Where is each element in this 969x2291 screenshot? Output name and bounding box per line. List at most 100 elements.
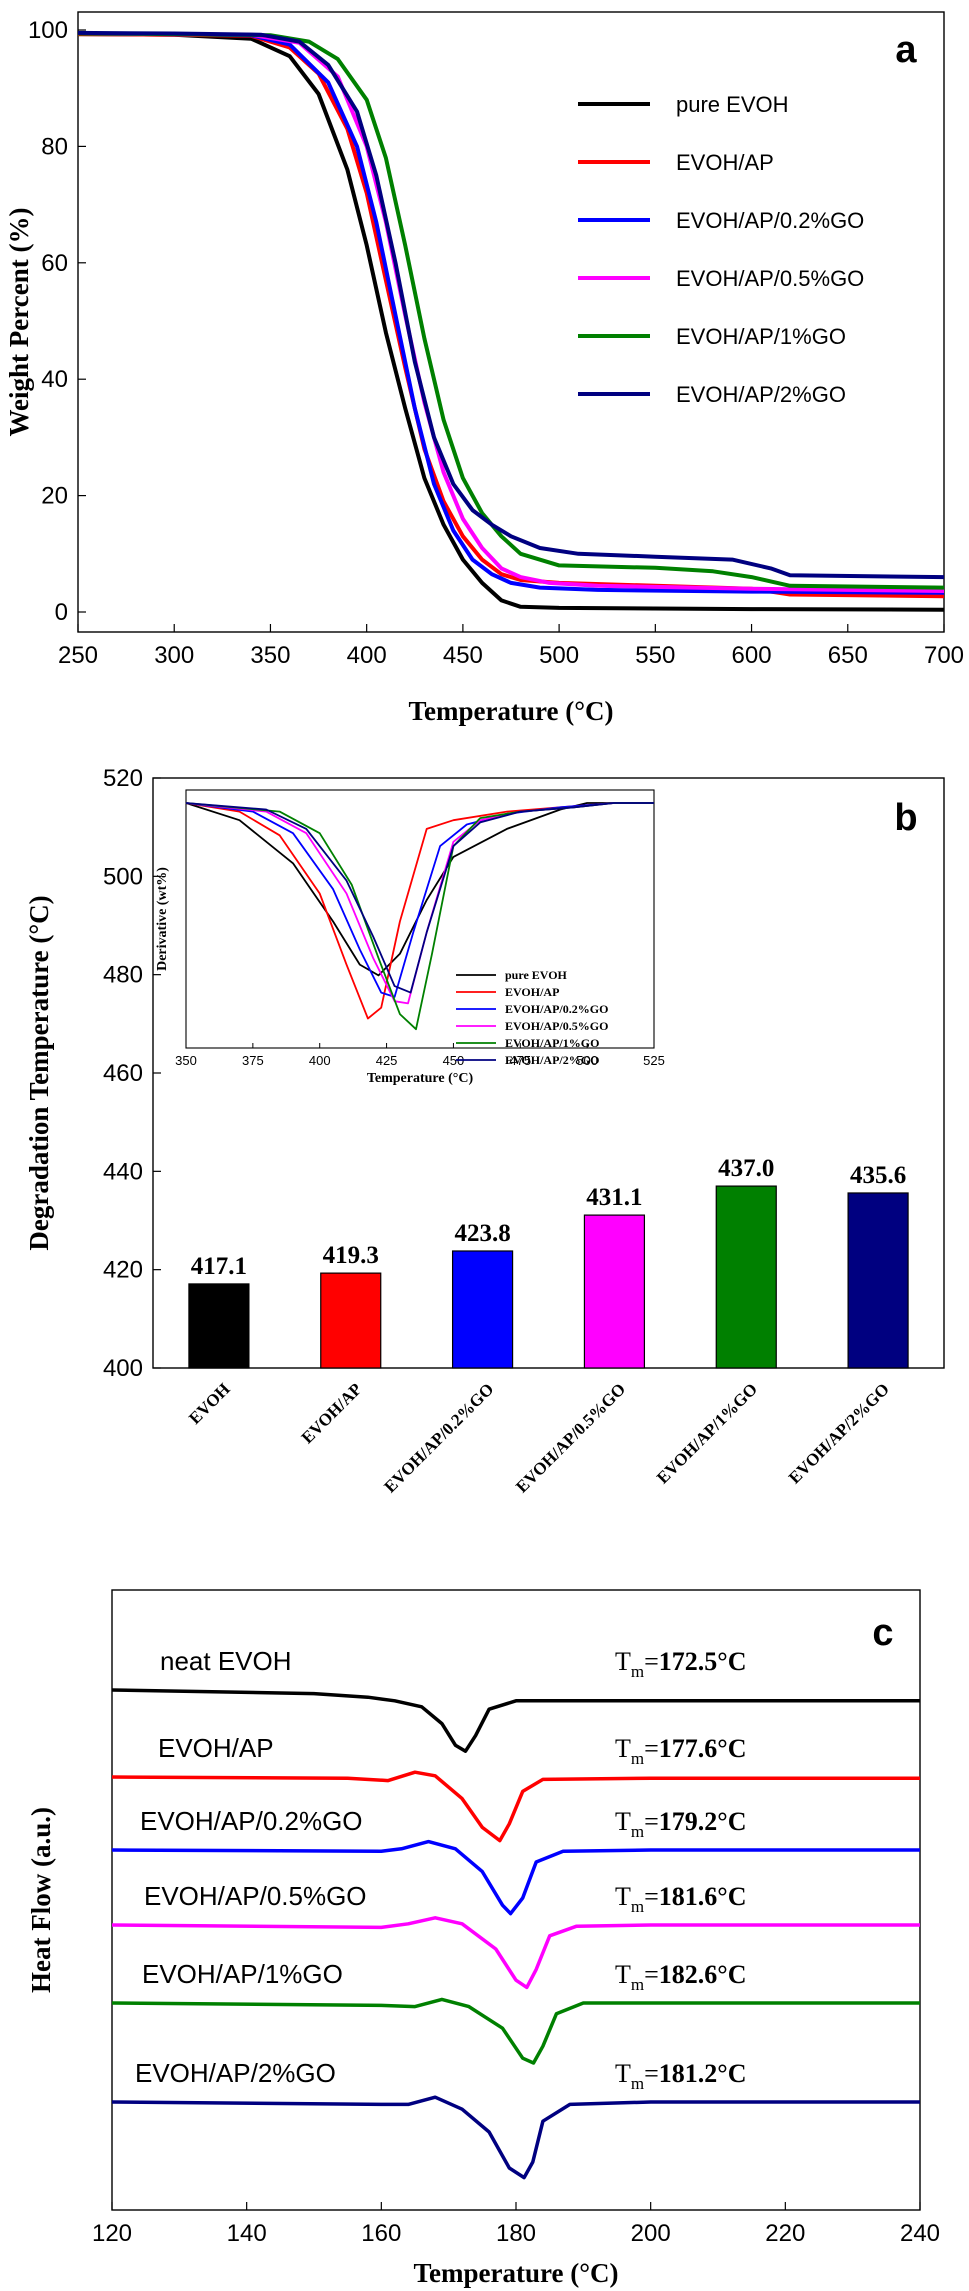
panel-c-x-tick-label: 120 xyxy=(92,2220,132,2247)
panel-a-x-tick-label: 450 xyxy=(443,642,483,669)
panel-b-y-tick-label: 400 xyxy=(103,1355,143,1382)
inset-line xyxy=(185,802,654,977)
panel-c-line xyxy=(111,1997,920,2065)
panel-a-x-tick-label: 600 xyxy=(732,642,772,669)
panel-a-line xyxy=(77,32,945,612)
panel-b-category-label: EVOH/AP/0.5%GO xyxy=(512,1379,629,1496)
inset-x-tick-label: 475 xyxy=(509,1053,531,1068)
panel-b-category-label: EVOH xyxy=(185,1379,234,1428)
inset-legend-label: EVOH/AP/2%GO xyxy=(505,1053,599,1067)
panel-a-x-tick-label: 700 xyxy=(924,642,964,669)
panel-a-x-tick-label: 300 xyxy=(154,642,194,669)
panel-b-bar xyxy=(320,1272,382,1369)
panel-b-y-tick-label: 420 xyxy=(103,1257,143,1284)
panel-c-line xyxy=(111,1688,920,1753)
panel-c-x-tick-label: 180 xyxy=(496,2220,536,2247)
panel-a-y-tick-label: 40 xyxy=(41,366,68,393)
panel-b-y-tick-label: 460 xyxy=(103,1060,143,1087)
panel-b-value-label: 431.1 xyxy=(586,1184,642,1211)
panel-a-line xyxy=(77,31,945,595)
inset-axes: 350 375 400 425 450 475 500 525 xyxy=(175,1043,665,1068)
inset-x-tick-label: 450 xyxy=(443,1053,465,1068)
panel-b-value-label: 437.0 xyxy=(718,1155,774,1182)
panel-b-bar xyxy=(451,1250,514,1369)
panel-c-tm-label: Tm=182.6°C xyxy=(615,1960,746,1994)
panel-b-category-label: EVOH/AP xyxy=(298,1379,366,1447)
panel-b-y-axis-label: Degradation Temperature (°C) xyxy=(24,895,54,1250)
panel-c-line xyxy=(111,1916,920,1990)
inset-x-axis-label: Temperature (°C) xyxy=(367,1071,474,1086)
panel-a: a 250 300 350 400 450 500 550 600 650 700 0 20 40 60 8… xyxy=(4,11,964,726)
inset-legend-label: EVOH/AP/0.2%GO xyxy=(505,1002,608,1016)
inset-x-tick-label: 400 xyxy=(309,1053,331,1068)
panel-b-y-tick-label: 520 xyxy=(103,765,143,792)
panel-a-x-tick-label: 500 xyxy=(539,642,579,669)
panel-c-tm-label: Tm=181.6°C xyxy=(615,1882,746,1916)
inset-x-tick-label: 500 xyxy=(576,1053,598,1068)
panel-a-legend-label: EVOH/AP xyxy=(676,150,774,175)
inset-x-tick-label: 350 xyxy=(175,1053,197,1068)
panel-c-tm-label: Tm=181.2°C xyxy=(615,2059,746,2093)
inset-legend-label: EVOH/AP/0.5%GO xyxy=(505,1019,608,1033)
panel-a-legend-label: pure EVOH xyxy=(676,92,789,117)
panel-a-line xyxy=(77,32,945,599)
panel-c-line xyxy=(111,1770,920,1843)
panel-a-legend: pure EVOH EVOH/AP EVOH/AP/0.2%GO EVOH/AP/0.… xyxy=(578,92,864,407)
inset-legend-label: pure EVOH xyxy=(505,968,568,982)
panel-a-legend-label: EVOH/AP/0.2%GO xyxy=(676,208,864,233)
panel-a-line xyxy=(77,31,945,593)
panel-c: c 120 140 160 180 200 220 240 neat EVOH Tm=172.… xyxy=(26,1589,940,2288)
panel-c-series-name: EVOH/AP/1%GO xyxy=(142,1959,343,1989)
panel-c-series-name: neat EVOH xyxy=(160,1646,292,1676)
inset-x-tick-label: 375 xyxy=(242,1053,264,1068)
panel-a-y-tick-label: 20 xyxy=(41,483,68,510)
inset-line xyxy=(185,802,654,994)
panel-b-value-label: 423.8 xyxy=(454,1220,510,1247)
panel-b-bars: 417.1 419.3 423.8 431.1 437.0 435.6 xyxy=(188,1155,909,1369)
panel-a-frame xyxy=(77,11,945,633)
panel-a-legend-label: EVOH/AP/0.5%GO xyxy=(676,266,864,291)
panel-a-y-tick-label: 60 xyxy=(41,250,68,277)
panel-c-tm-label: Tm=177.6°C xyxy=(615,1734,746,1768)
panel-b-category-label: EVOH/AP/1%GO xyxy=(653,1379,761,1487)
panel-c-x-tick-label: 240 xyxy=(900,2220,940,2247)
panel-a-x-tick-label: 400 xyxy=(347,642,387,669)
panel-a-x-tick-label: 650 xyxy=(828,642,868,669)
panel-a-x-axis-label: Temperature (°C) xyxy=(408,696,613,726)
panel-c-series-name: EVOH/AP xyxy=(158,1733,274,1763)
panel-a-series xyxy=(77,30,945,612)
panel-c-line xyxy=(111,1839,920,1916)
inset-y-axis-label: Derivative (wt%) xyxy=(155,867,170,971)
panel-b-inset: 350 375 400 425 450 475 500 525 pure EVOH EVOH/A… xyxy=(155,789,665,1086)
panel-a-line xyxy=(77,31,945,590)
panel-a-x-tick-label: 350 xyxy=(250,642,290,669)
panel-b-value-label: 417.1 xyxy=(191,1253,247,1280)
inset-legend: pure EVOH EVOH/AP EVOH/AP/0.2%GO EVOH/AP/0.… xyxy=(456,968,608,1067)
panel-a-legend-label: EVOH/AP/2%GO xyxy=(676,382,846,407)
panel-c-x-axis-label: Temperature (°C) xyxy=(413,2258,618,2288)
inset-legend-label: EVOH/AP/1%GO xyxy=(505,1036,599,1050)
panel-c-label: c xyxy=(872,1612,893,1654)
panel-b-bar xyxy=(847,1192,909,1369)
panel-a-legend-label: EVOH/AP/1%GO xyxy=(676,324,846,349)
panel-a-axes: 250 300 350 400 450 500 550 600 650 700 0 20 40 60 80 1… xyxy=(28,17,964,669)
panel-c-x-tick-label: 200 xyxy=(631,2220,671,2247)
panel-c-series-name: EVOH/AP/0.2%GO xyxy=(140,1806,363,1836)
panel-b-bar xyxy=(583,1214,646,1369)
panel-c-x-tick-label: 160 xyxy=(361,2220,401,2247)
panel-c-tm-label: Tm=172.5°C xyxy=(615,1647,746,1681)
panel-c-series xyxy=(111,1688,920,2180)
panel-b-bar xyxy=(188,1283,250,1369)
panel-a-line xyxy=(77,30,945,580)
inset-x-tick-label: 425 xyxy=(376,1053,398,1068)
panel-c-y-axis-label: Heat Flow (a.u.) xyxy=(26,1807,56,1993)
panel-c-x-tick-label: 140 xyxy=(227,2220,267,2247)
panel-b-bar xyxy=(715,1185,777,1369)
panel-b-y-tick-label: 500 xyxy=(103,863,143,890)
inset-x-tick-label: 525 xyxy=(643,1053,665,1068)
panel-a-y-tick-label: 100 xyxy=(28,17,68,44)
panel-a-y-tick-label: 0 xyxy=(55,599,68,626)
panel-a-x-tick-label: 550 xyxy=(635,642,675,669)
